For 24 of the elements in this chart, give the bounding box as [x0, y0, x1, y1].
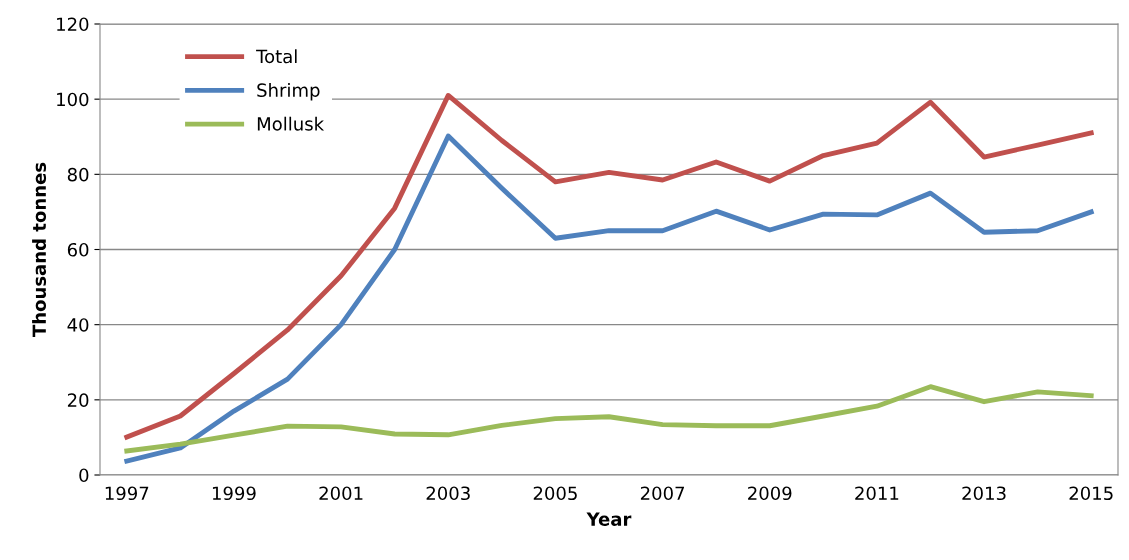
- line-series: [124, 133, 1094, 464]
- x-axis-title: Year: [586, 512, 632, 526]
- y-tick-label: 20: [67, 393, 89, 407]
- x-tick-label: 2007: [640, 486, 685, 501]
- x-tick-label: 2015: [1069, 486, 1113, 501]
- x-tick-label: 2011: [855, 486, 899, 501]
- x-tick-label: 2013: [962, 486, 1006, 501]
- y-axis-title: Thousand tonnes: [32, 162, 47, 337]
- y-tick-label: 0: [79, 468, 89, 483]
- x-tick-label: 1997: [105, 486, 149, 501]
- y-tick-label: 40: [67, 318, 89, 332]
- line-series: [124, 384, 1094, 454]
- x-tick-label: 2003: [426, 486, 470, 501]
- legend-label: Mollusk: [257, 116, 325, 131]
- y-tick-label: 60: [67, 242, 89, 257]
- legend-label: Total: [256, 49, 297, 64]
- y-tick-label: 120: [57, 17, 89, 32]
- legend-label: Shrimp: [257, 82, 320, 101]
- x-tick-label: 2005: [533, 486, 577, 501]
- x-tick-label: 2001: [319, 486, 363, 501]
- y-tick-label: 100: [57, 92, 89, 107]
- x-tick-label: 2009: [748, 486, 792, 501]
- x-tick-label: 1999: [212, 486, 256, 501]
- y-tick-label: 80: [67, 167, 89, 182]
